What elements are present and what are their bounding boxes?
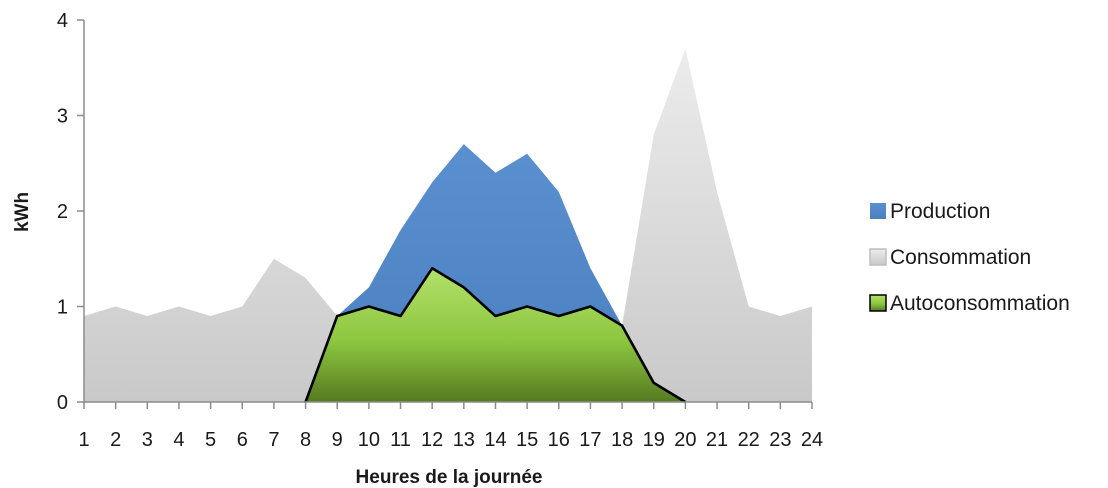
series-line-autoconsommation	[304, 267, 687, 404]
x-tick-label: 2	[110, 429, 121, 451]
x-tick-label: 9	[332, 429, 343, 451]
legend-swatch-production	[870, 203, 886, 219]
x-tick-label: 14	[484, 429, 506, 451]
x-tick-label: 11	[390, 429, 411, 451]
x-tick-label: 13	[453, 429, 475, 451]
x-tick-label: 18	[611, 429, 633, 451]
legend-label-production: Production	[890, 200, 990, 223]
y-tick-label: 4	[57, 10, 68, 32]
x-tick-label: 15	[516, 429, 538, 451]
x-tick-label: 12	[421, 429, 443, 451]
x-tick-label: 7	[268, 429, 279, 451]
y-axis-title: kWh	[12, 192, 33, 232]
x-tick-label: 8	[300, 429, 311, 451]
x-tick-label: 21	[706, 429, 728, 451]
x-tick-label: 4	[173, 429, 184, 451]
legend-label-consommation: Consommation	[890, 246, 1031, 269]
x-axis-title: Heures de la journée	[356, 467, 543, 488]
plot-area	[84, 48, 812, 404]
x-tick-label: 10	[358, 429, 380, 451]
x-tick-label: 19	[643, 429, 665, 451]
legend-label-autoconsommation: Autoconsommation	[890, 292, 1070, 315]
x-tick-label: 1	[78, 429, 89, 451]
series-area-autoconsommation	[305, 268, 686, 402]
x-tick-label: 24	[801, 429, 823, 451]
x-tick-label: 5	[205, 429, 216, 451]
x-tick-label: 17	[579, 429, 601, 451]
x-tick-label: 6	[237, 429, 248, 451]
y-tick-label: 1	[57, 297, 68, 319]
y-ticks: 0 1 2 3 4	[57, 10, 84, 414]
series-area-consommation	[84, 48, 812, 403]
legend-swatch-consommation	[869, 248, 887, 266]
y-tick-label: 3	[57, 106, 68, 128]
x-tick-label: 3	[142, 429, 153, 451]
legend-swatch-autoconsommation	[869, 294, 887, 312]
y-tick-label: 0	[57, 392, 68, 414]
x-tick-label: 20	[674, 429, 696, 451]
x-ticks: 1 2 3 4 5 6 7 8 9 10 11 12 13 14 15 16 17 18 19 20 21 22 23 24	[78, 402, 823, 451]
x-tick-label: 16	[548, 429, 570, 451]
x-tick-label: 23	[769, 429, 791, 451]
legend: Production Consommation Autoconsommation	[869, 200, 1070, 315]
x-tick-label: 22	[738, 429, 760, 451]
y-tick-label: 2	[57, 201, 68, 223]
